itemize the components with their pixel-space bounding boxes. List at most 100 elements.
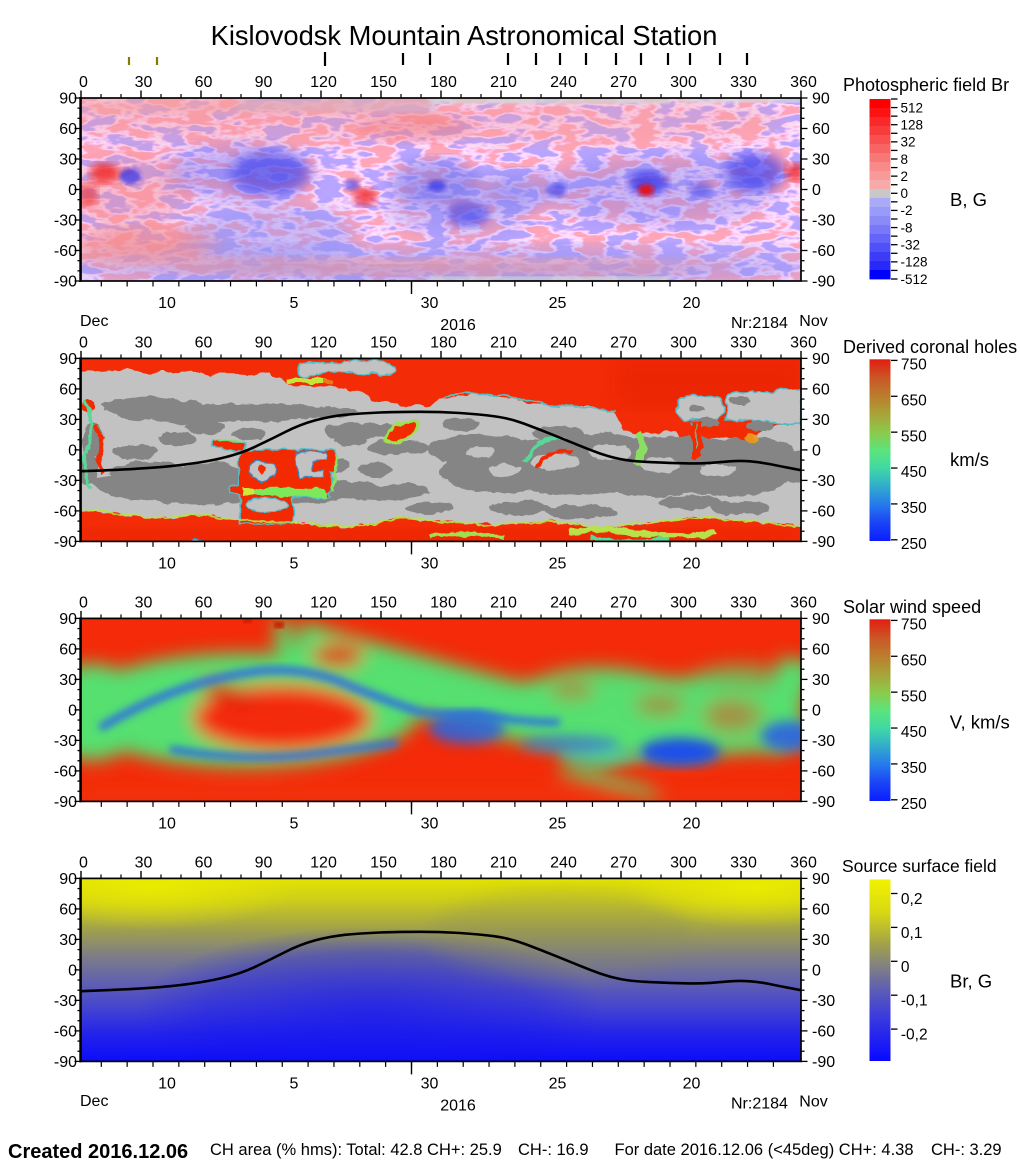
svg-text:10: 10 — [158, 816, 176, 833]
svg-text:300: 300 — [670, 335, 697, 352]
svg-text:90: 90 — [59, 871, 77, 888]
svg-text:5: 5 — [290, 1076, 299, 1093]
svg-text:30: 30 — [59, 932, 77, 949]
svg-text:-0,2: -0,2 — [901, 1027, 928, 1044]
svg-text:0: 0 — [812, 702, 821, 719]
svg-text:0: 0 — [79, 855, 88, 872]
svg-text:60: 60 — [812, 381, 830, 398]
svg-text:5: 5 — [290, 295, 299, 312]
svg-text:-60: -60 — [812, 243, 835, 260]
svg-text:Derived coronal holes: Derived coronal holes — [843, 337, 1017, 357]
svg-text:B, G: B, G — [950, 189, 987, 210]
svg-text:-90: -90 — [812, 534, 835, 551]
svg-text:-0,1: -0,1 — [901, 993, 928, 1010]
svg-text:2: 2 — [901, 169, 909, 184]
svg-text:-60: -60 — [54, 1023, 77, 1040]
svg-text:30: 30 — [59, 412, 77, 429]
svg-text:128: 128 — [901, 118, 924, 133]
svg-text:90: 90 — [812, 351, 830, 368]
svg-text:30: 30 — [812, 932, 830, 949]
svg-text:-30: -30 — [812, 993, 835, 1010]
svg-text:Nov: Nov — [799, 1093, 827, 1110]
svg-text:Created 2016.12.06: Created 2016.12.06 — [8, 1141, 188, 1163]
svg-text:240: 240 — [550, 335, 577, 352]
svg-text:60: 60 — [195, 74, 213, 91]
svg-text:-90: -90 — [54, 274, 77, 291]
svg-text:330: 330 — [730, 335, 757, 352]
svg-text:25: 25 — [549, 556, 567, 573]
svg-text:30: 30 — [135, 595, 153, 612]
svg-text:Dec: Dec — [80, 313, 108, 330]
svg-text:CH-: 16.9: CH-: 16.9 — [518, 1141, 589, 1159]
svg-text:-90: -90 — [54, 794, 77, 811]
svg-text:210: 210 — [490, 335, 517, 352]
svg-text:For date 2016.12.06 (<45deg) C: For date 2016.12.06 (<45deg) CH+: 4.38 — [615, 1141, 914, 1159]
svg-text:-90: -90 — [54, 1054, 77, 1071]
svg-text:180: 180 — [430, 74, 457, 91]
svg-text:210: 210 — [490, 595, 517, 612]
svg-text:30: 30 — [59, 152, 77, 169]
svg-text:Dec: Dec — [80, 1093, 108, 1110]
svg-text:750: 750 — [901, 357, 927, 374]
svg-text:-60: -60 — [812, 1023, 835, 1040]
svg-text:-60: -60 — [812, 763, 835, 780]
svg-text:0: 0 — [812, 962, 821, 979]
svg-text:150: 150 — [370, 595, 397, 612]
svg-text:-60: -60 — [54, 243, 77, 260]
svg-text:20: 20 — [683, 1076, 701, 1093]
svg-text:8: 8 — [901, 152, 909, 167]
svg-text:450: 450 — [901, 464, 927, 481]
svg-text:30: 30 — [135, 335, 153, 352]
svg-text:60: 60 — [59, 381, 77, 398]
svg-text:-90: -90 — [54, 534, 77, 551]
svg-text:90: 90 — [812, 91, 830, 108]
svg-text:60: 60 — [195, 855, 213, 872]
svg-text:360: 360 — [790, 595, 817, 612]
svg-text:-30: -30 — [812, 473, 835, 490]
svg-text:120: 120 — [310, 855, 337, 872]
svg-text:Photospheric field Br: Photospheric field Br — [843, 75, 1009, 95]
svg-text:650: 650 — [901, 653, 927, 670]
svg-text:300: 300 — [670, 855, 697, 872]
svg-text:0: 0 — [79, 595, 88, 612]
svg-text:-90: -90 — [812, 794, 835, 811]
svg-text:20: 20 — [683, 295, 701, 312]
svg-text:300: 300 — [670, 74, 697, 91]
svg-text:30: 30 — [135, 855, 153, 872]
svg-text:60: 60 — [59, 901, 77, 918]
svg-text:Br, G: Br, G — [950, 971, 992, 992]
svg-text:-8: -8 — [901, 220, 913, 235]
svg-text:210: 210 — [490, 74, 517, 91]
svg-text:5: 5 — [290, 816, 299, 833]
svg-text:32: 32 — [901, 135, 916, 150]
svg-text:-90: -90 — [812, 1054, 835, 1071]
svg-text:120: 120 — [310, 595, 337, 612]
svg-text:250: 250 — [901, 536, 927, 553]
svg-text:25: 25 — [549, 1076, 567, 1093]
svg-text:90: 90 — [812, 871, 830, 888]
svg-text:-128: -128 — [901, 255, 928, 270]
svg-text:180: 180 — [430, 595, 457, 612]
svg-text:270: 270 — [610, 74, 637, 91]
svg-text:25: 25 — [549, 816, 567, 833]
svg-text:Solar wind speed: Solar wind speed — [843, 597, 981, 617]
svg-text:90: 90 — [59, 611, 77, 628]
svg-text:2016: 2016 — [440, 317, 476, 334]
svg-text:90: 90 — [255, 74, 273, 91]
svg-text:30: 30 — [812, 672, 830, 689]
svg-text:550: 550 — [901, 428, 927, 445]
svg-text:-60: -60 — [812, 503, 835, 520]
svg-text:550: 550 — [901, 688, 927, 705]
svg-text:10: 10 — [158, 556, 176, 573]
svg-text:90: 90 — [255, 855, 273, 872]
svg-text:90: 90 — [255, 335, 273, 352]
svg-text:60: 60 — [812, 901, 830, 918]
svg-text:20: 20 — [683, 556, 701, 573]
svg-text:270: 270 — [610, 595, 637, 612]
svg-text:V, km/s: V, km/s — [950, 712, 1010, 733]
svg-text:-30: -30 — [54, 213, 77, 230]
svg-text:0: 0 — [79, 335, 88, 352]
svg-text:10: 10 — [158, 295, 176, 312]
svg-text:5: 5 — [290, 556, 299, 573]
svg-text:120: 120 — [310, 74, 337, 91]
